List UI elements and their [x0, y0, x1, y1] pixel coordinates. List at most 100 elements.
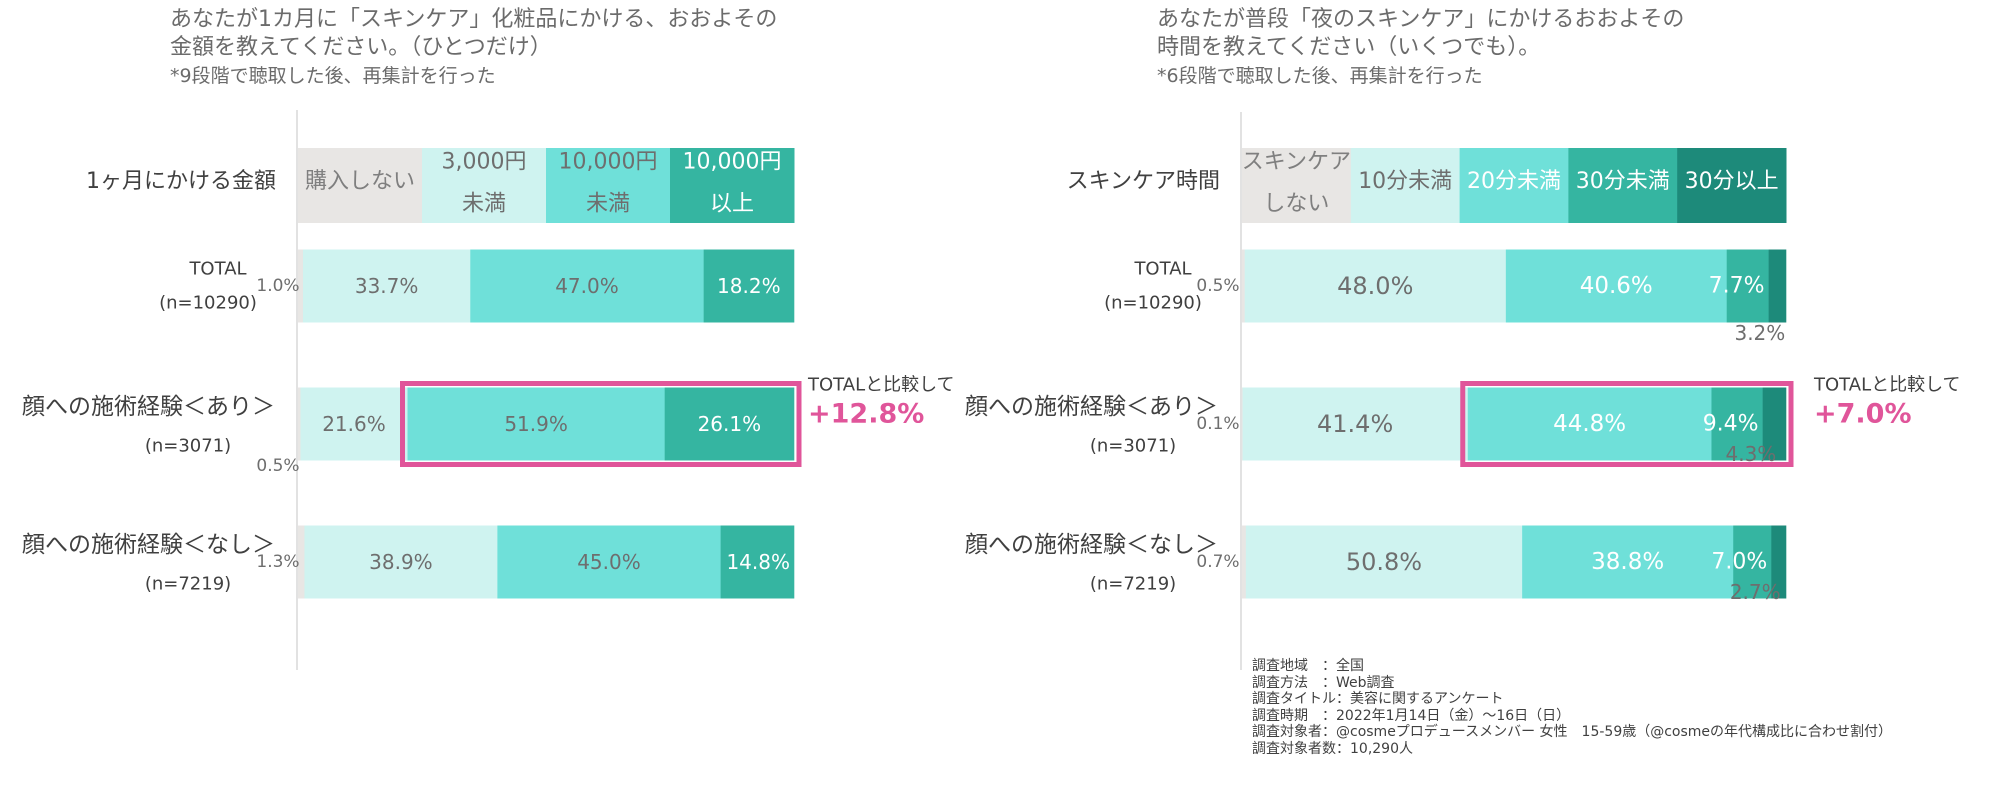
legend-label: 未満	[586, 192, 630, 217]
bar-value-label: 7.0%	[1711, 550, 1767, 575]
category-n-label: (n=3071)	[145, 436, 231, 457]
bar-segment	[470, 249, 704, 323]
bar-value-label: 2.7%	[1730, 580, 1781, 604]
left-question: あなたが1カ月に「スキンケア」化粧品にかける、おおよその 金額を教えてください。…	[170, 6, 777, 90]
bar-segment	[1762, 387, 1787, 461]
bar-value-label: 45.0%	[577, 550, 641, 574]
bar-value-label: 40.6%	[1580, 273, 1653, 299]
bar-value-label: 3.2%	[1734, 321, 1785, 345]
category-label: 顔への施術経験＜なし＞	[22, 532, 275, 558]
right-question-line-1: あなたが普段「夜のスキンケア」にかけるおおよその	[1157, 7, 1685, 32]
annotation-label: TOTALと比較して	[1813, 375, 1961, 396]
category-label: TOTAL	[1133, 259, 1191, 280]
bar-segment	[300, 387, 408, 461]
bar-segment	[1242, 249, 1246, 323]
bar-value-label: 0.5%	[256, 456, 299, 476]
right-question: あなたが普段「夜のスキンケア」にかけるおおよその 時間を教えてください（いくつで…	[1157, 6, 1684, 90]
category-n-label: (n=7219)	[145, 574, 231, 595]
category-n-label: (n=7219)	[1090, 574, 1176, 595]
bar-value-label: 0.5%	[1196, 276, 1239, 296]
category-label: 顔への施術経験＜あり＞	[965, 394, 1218, 420]
legend-label: 購入しない	[305, 169, 415, 194]
legend-swatch	[1242, 148, 1352, 223]
bar-segment	[664, 387, 795, 461]
bar-value-label: 50.8%	[1346, 548, 1422, 576]
legend-label: 10,000円	[683, 150, 782, 175]
legend-swatch	[546, 148, 671, 223]
legend-swatch	[298, 148, 423, 223]
bar-value-label: 14.8%	[726, 550, 790, 574]
bar-segment	[703, 249, 795, 323]
category-label: TOTAL	[188, 259, 246, 280]
legend-swatch	[422, 148, 547, 223]
footer-line: 調査方法 ：Web調査	[1252, 674, 1395, 691]
legend-label: 10,000円	[559, 150, 658, 175]
legend-label: 30分未満	[1576, 169, 1670, 194]
bar-segment	[1244, 249, 1507, 323]
footer-line: 調査地域 ：全国	[1252, 658, 1364, 674]
bar-segment	[1522, 525, 1734, 599]
bar-value-label: 1.3%	[256, 552, 299, 572]
bar-value-label: 18.2%	[717, 274, 781, 298]
legend-label: 30分以上	[1685, 169, 1779, 194]
highlight-box	[400, 381, 802, 467]
left-question-line-2: 金額を教えてください。（ひとつだけ）	[170, 35, 552, 60]
annotation-value: +7.0%	[1814, 399, 1912, 430]
bar-segment	[1245, 525, 1523, 599]
bar-value-label: 38.8%	[1591, 549, 1664, 575]
footer-line: 調査対象者数：10,290人	[1252, 740, 1413, 757]
category-n-label: (n=10290)	[159, 293, 257, 314]
highlight-box	[1460, 381, 1794, 467]
left-question-line-1: あなたが1カ月に「スキンケア」化粧品にかける、おおよその	[170, 7, 778, 32]
legend-swatch	[1677, 148, 1787, 223]
bar-segment	[407, 387, 665, 461]
bar-value-label: 21.6%	[322, 412, 386, 436]
bar-segment	[298, 249, 304, 323]
bar-segment	[720, 525, 795, 599]
legend-header-label: スキンケア時間	[1067, 169, 1220, 194]
footer-line: 調査時期 ：2022年1月14日（金）～16日（日）	[1252, 707, 1571, 724]
legend-swatch	[1459, 148, 1569, 223]
bar-value-label: 48.0%	[1337, 272, 1413, 300]
bar-segment	[298, 525, 305, 599]
bar-segment	[497, 525, 721, 599]
annotation-value: +12.8%	[808, 399, 924, 430]
legend-swatch	[1350, 148, 1461, 223]
footer-line: 調査タイトル：美容に関するアンケート	[1252, 691, 1504, 707]
right-question-note: *6段階で聴取した後、再集計を行った	[1157, 65, 1483, 87]
legend-label: 3,000円	[442, 150, 527, 175]
survey-footer: 調査地域 ：全国 調査方法 ：Web調査 調査タイトル：美容に関するアンケート …	[1252, 658, 1892, 757]
category-label: 顔への施術経験＜なし＞	[965, 532, 1218, 558]
legend-header-label: 1ヶ月にかける金額	[86, 169, 276, 194]
legend-swatch	[1568, 148, 1678, 223]
bar-value-label: 38.9%	[369, 550, 433, 574]
bar-segment	[1242, 525, 1247, 599]
legend-label: 以上	[710, 192, 754, 217]
right-question-line-2: 時間を教えてください（いくつでも）。	[1157, 35, 1541, 60]
footer-line: 調査対象者：@cosmeプロデュースメンバー 女性 15-59歳（@cosmeの…	[1252, 724, 1893, 740]
bar-segment	[1771, 525, 1787, 599]
legend-label: 10分未満	[1358, 169, 1452, 194]
bar-value-label: 7.7%	[1709, 274, 1765, 299]
bar-segment	[298, 387, 301, 461]
annotation-label: TOTALと比較して	[807, 375, 955, 396]
category-label: 顔への施術経験＜あり＞	[22, 394, 275, 420]
bar-segment	[304, 525, 498, 599]
bar-segment	[1726, 249, 1769, 323]
bar-value-label: 51.9%	[504, 412, 568, 436]
bar-value-label: 0.1%	[1196, 414, 1239, 434]
bar-value-label: 41.4%	[1317, 410, 1393, 438]
category-n-label: (n=10290)	[1104, 293, 1202, 314]
bar-segment	[1711, 387, 1763, 461]
left-question-note: *9段階で聴取した後、再集計を行った	[170, 65, 496, 87]
legend-label: しない	[1263, 192, 1329, 217]
bar-segment	[1505, 249, 1728, 323]
bar-value-label: 47.0%	[555, 274, 619, 298]
bar-value-label: 0.7%	[1196, 552, 1239, 572]
bar-value-label: 33.7%	[355, 274, 419, 298]
bar-segment	[1242, 387, 1469, 461]
bar-value-label: 1.0%	[256, 276, 299, 296]
bar-segment	[302, 249, 471, 323]
bar-segment	[1467, 387, 1712, 461]
